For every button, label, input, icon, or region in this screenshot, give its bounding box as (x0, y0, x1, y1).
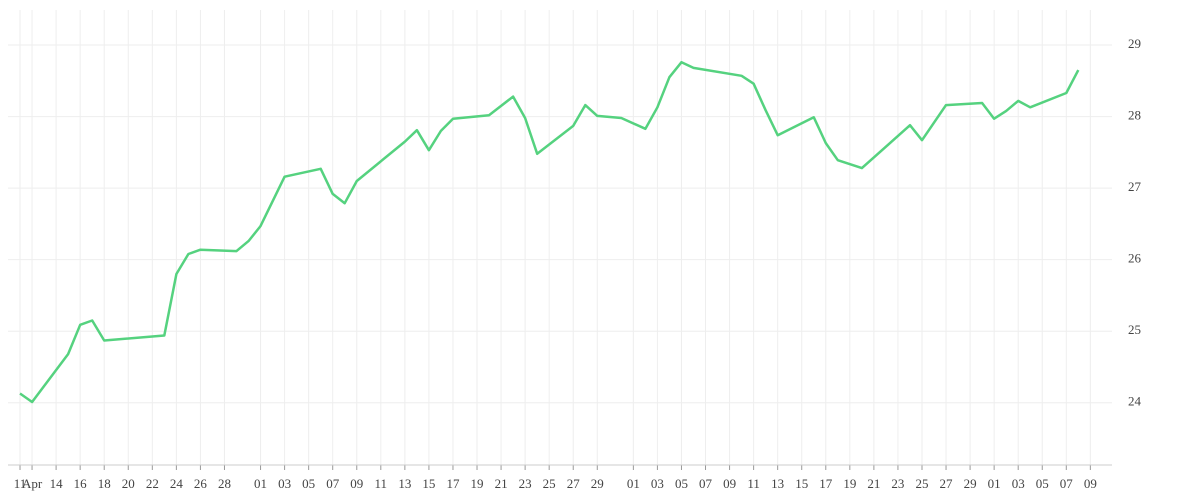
x-tick-label: 05 (302, 476, 315, 491)
x-tick-label: 20 (122, 476, 135, 491)
y-tick-label: 27 (1128, 179, 1142, 194)
x-tick-label: 21 (867, 476, 880, 491)
y-tick-label: 25 (1128, 322, 1141, 337)
x-tick-label: 16 (74, 476, 88, 491)
x-tick-label: 05 (1036, 476, 1049, 491)
x-tick-label: 29 (964, 476, 977, 491)
x-tick-label: 09 (350, 476, 363, 491)
x-tick-label: 21 (495, 476, 508, 491)
y-tick-label: 26 (1128, 251, 1142, 266)
x-tick-label: 07 (326, 476, 340, 491)
x-tick-label: 13 (398, 476, 411, 491)
y-tick-label: 29 (1128, 36, 1141, 51)
x-tick-label: 29 (591, 476, 604, 491)
x-tick-label: 25 (543, 476, 556, 491)
x-tick-label: 11 (14, 476, 27, 491)
x-tick-label: 27 (940, 476, 954, 491)
x-tick-label: 18 (98, 476, 111, 491)
x-tick-label: 25 (915, 476, 928, 491)
x-tick-label: 17 (819, 476, 833, 491)
x-tick-label: 13 (771, 476, 784, 491)
x-tick-label: 24 (170, 476, 184, 491)
x-tick-label: 03 (651, 476, 664, 491)
x-tick-label: 26 (194, 476, 208, 491)
x-tick-label: 03 (278, 476, 291, 491)
x-tick-label: 15 (795, 476, 808, 491)
y-tick-label: 24 (1128, 394, 1142, 409)
x-tick-label: 01 (627, 476, 640, 491)
x-tick-label: 19 (843, 476, 856, 491)
x-tick-label: 07 (1060, 476, 1074, 491)
x-tick-label: 17 (446, 476, 460, 491)
x-tick-label: 11 (747, 476, 760, 491)
x-tick-label: 15 (422, 476, 435, 491)
x-tick-label: 28 (218, 476, 231, 491)
x-tick-label: 03 (1012, 476, 1025, 491)
x-tick-label: 14 (50, 476, 64, 491)
x-tick-label: 27 (567, 476, 581, 491)
x-tick-label: 19 (471, 476, 484, 491)
y-tick-label: 28 (1128, 108, 1141, 123)
x-tick-label: 05 (675, 476, 688, 491)
x-tick-label: 07 (699, 476, 713, 491)
x-tick-label: 09 (1084, 476, 1097, 491)
x-tick-label: 23 (519, 476, 532, 491)
line (19, 60, 1080, 404)
x-tick-label: 09 (723, 476, 736, 491)
x-tick-label: Apr (22, 476, 43, 491)
x-tick-label: 01 (254, 476, 267, 491)
x-tick-label: 23 (891, 476, 904, 491)
x-tick-label: 22 (146, 476, 159, 491)
x-tick-label: 01 (988, 476, 1001, 491)
x-tick-label: 11 (375, 476, 388, 491)
